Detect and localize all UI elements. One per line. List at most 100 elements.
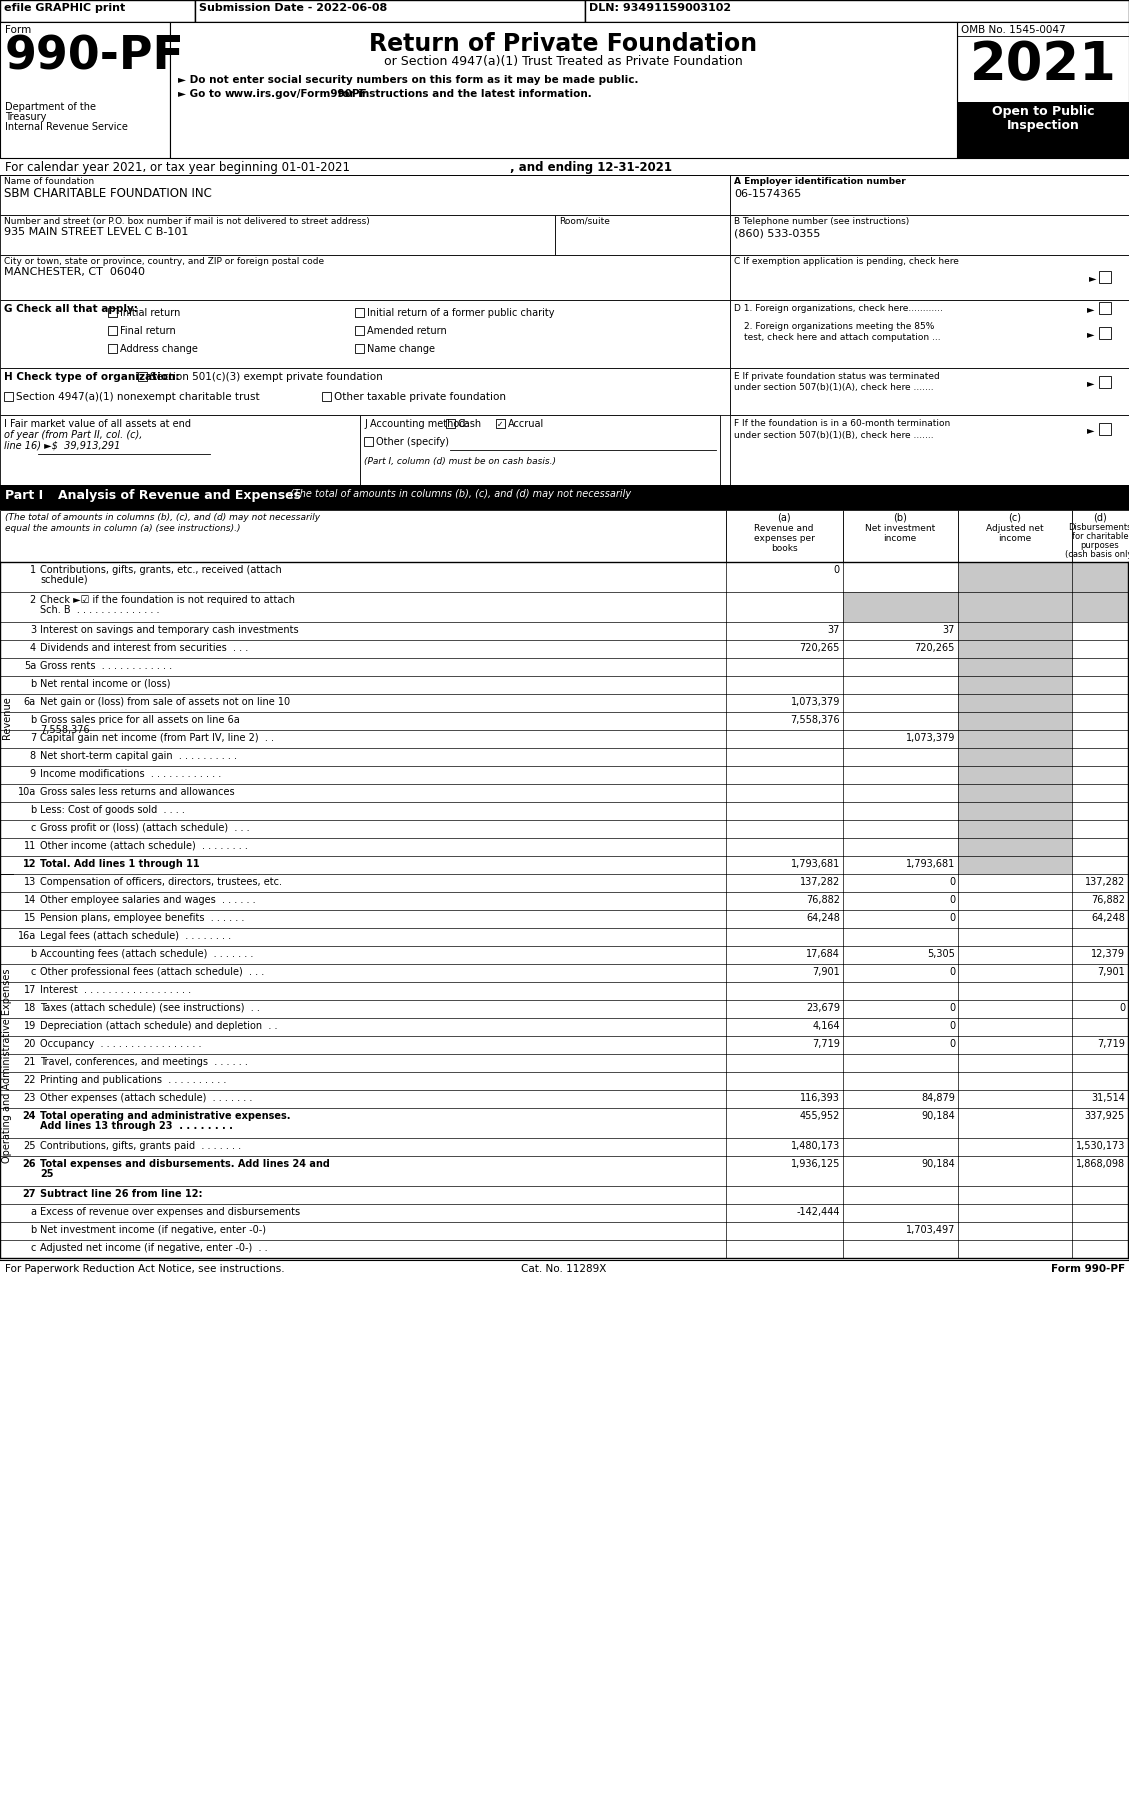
Text: 18: 18 xyxy=(24,1003,36,1012)
Text: Total operating and administrative expenses.: Total operating and administrative expen… xyxy=(40,1111,290,1120)
Bar xyxy=(14,982,1129,1000)
Text: Printing and publications  . . . . . . . . . .: Printing and publications . . . . . . . … xyxy=(40,1075,227,1084)
Text: 13: 13 xyxy=(24,877,36,886)
Text: Pension plans, employee benefits  . . . . . .: Pension plans, employee benefits . . . .… xyxy=(40,913,244,922)
Bar xyxy=(959,838,1073,856)
Text: b: b xyxy=(29,949,36,958)
Text: purposes: purposes xyxy=(1080,541,1119,550)
Bar xyxy=(843,511,959,563)
Bar xyxy=(0,300,730,369)
Bar xyxy=(959,856,1073,874)
Bar xyxy=(108,325,117,334)
Bar xyxy=(0,369,730,415)
Text: 1,073,379: 1,073,379 xyxy=(790,698,840,707)
Bar xyxy=(730,415,1129,485)
Bar xyxy=(959,511,1073,563)
Text: 31,514: 31,514 xyxy=(1091,1093,1124,1102)
Text: schedule): schedule) xyxy=(40,575,88,584)
Text: a: a xyxy=(30,1206,36,1217)
Bar xyxy=(0,874,14,1259)
Bar xyxy=(14,676,1129,694)
Text: b: b xyxy=(29,716,36,725)
Text: of year (from Part II, col. (c),: of year (from Part II, col. (c), xyxy=(5,430,142,441)
Text: Accounting fees (attach schedule)  . . . . . . .: Accounting fees (attach schedule) . . . … xyxy=(40,949,253,958)
Text: Contributions, gifts, grants paid  . . . . . . .: Contributions, gifts, grants paid . . . … xyxy=(40,1142,242,1151)
Text: ►: ► xyxy=(1087,378,1094,388)
Text: 0: 0 xyxy=(948,1039,955,1048)
Text: J Accounting method:: J Accounting method: xyxy=(364,419,469,430)
Text: 1,868,098: 1,868,098 xyxy=(1076,1160,1124,1169)
Text: 0: 0 xyxy=(948,1021,955,1030)
Text: (c): (c) xyxy=(1008,512,1022,523)
Text: Return of Private Foundation: Return of Private Foundation xyxy=(369,32,758,56)
Text: 21: 21 xyxy=(24,1057,36,1066)
Bar xyxy=(730,300,1129,369)
Text: income: income xyxy=(883,534,917,543)
Text: , and ending 12-31-2021: , and ending 12-31-2021 xyxy=(510,162,672,174)
Bar xyxy=(959,802,1073,820)
Bar xyxy=(360,415,720,485)
Text: 1,530,173: 1,530,173 xyxy=(1076,1142,1124,1151)
Text: D 1. Foreign organizations, check here............: D 1. Foreign organizations, check here..… xyxy=(734,304,943,313)
Text: (a): (a) xyxy=(777,512,790,523)
Bar xyxy=(14,784,1129,802)
Bar xyxy=(0,174,730,216)
Bar xyxy=(0,485,1129,511)
Bar xyxy=(14,820,1129,838)
Text: 4: 4 xyxy=(29,644,36,653)
Text: Name change: Name change xyxy=(367,343,435,354)
Text: Net investment income (if negative, enter -0-): Net investment income (if negative, ente… xyxy=(40,1224,266,1235)
Bar xyxy=(959,730,1073,748)
Bar xyxy=(355,325,364,334)
Text: 455,952: 455,952 xyxy=(799,1111,840,1120)
Text: (Part I, column (d) must be on cash basis.): (Part I, column (d) must be on cash basi… xyxy=(364,457,555,466)
Text: 7,719: 7,719 xyxy=(812,1039,840,1048)
Text: Operating and Administrative Expenses: Operating and Administrative Expenses xyxy=(2,969,12,1163)
Bar xyxy=(0,511,726,563)
Bar xyxy=(14,1090,1129,1108)
Text: Legal fees (attach schedule)  . . . . . . . .: Legal fees (attach schedule) . . . . . .… xyxy=(40,931,231,940)
Text: 990-PF: 990-PF xyxy=(5,34,185,79)
Text: Other employee salaries and wages  . . . . . .: Other employee salaries and wages . . . … xyxy=(40,895,255,904)
Text: Analysis of Revenue and Expenses: Analysis of Revenue and Expenses xyxy=(58,489,301,502)
Text: Capital gain net income (from Part IV, line 2)  . .: Capital gain net income (from Part IV, l… xyxy=(40,734,274,743)
Bar xyxy=(0,415,360,485)
Bar xyxy=(959,712,1073,730)
Bar xyxy=(0,0,195,22)
Text: 15: 15 xyxy=(24,913,36,922)
Text: Cat. No. 11289X: Cat. No. 11289X xyxy=(522,1264,606,1275)
Text: Income modifications  . . . . . . . . . . . .: Income modifications . . . . . . . . . .… xyxy=(40,770,221,779)
Text: F If the foundation is in a 60-month termination: F If the foundation is in a 60-month ter… xyxy=(734,419,951,428)
Text: 1,936,125: 1,936,125 xyxy=(790,1160,840,1169)
Text: OMB No. 1545-0047: OMB No. 1545-0047 xyxy=(961,25,1066,34)
Bar xyxy=(1073,511,1129,563)
Bar xyxy=(195,0,585,22)
Text: 0: 0 xyxy=(948,895,955,904)
Bar xyxy=(959,820,1073,838)
Bar xyxy=(14,1108,1129,1138)
Text: www.irs.gov/Form990PF: www.irs.gov/Form990PF xyxy=(225,88,368,99)
Text: 2: 2 xyxy=(29,595,36,604)
Text: (860) 533-0355: (860) 533-0355 xyxy=(734,228,821,239)
Text: 720,265: 720,265 xyxy=(799,644,840,653)
Text: Part I: Part I xyxy=(5,489,43,502)
Text: books: books xyxy=(771,545,797,554)
Text: 11: 11 xyxy=(24,841,36,850)
Bar xyxy=(1099,302,1111,315)
Bar xyxy=(14,712,1129,730)
Text: 1: 1 xyxy=(29,565,36,575)
Text: ►: ► xyxy=(1087,329,1094,340)
Text: C If exemption application is pending, check here: C If exemption application is pending, c… xyxy=(734,257,959,266)
Text: Number and street (or P.O. box number if mail is not delivered to street address: Number and street (or P.O. box number if… xyxy=(5,218,370,227)
Text: efile GRAPHIC print: efile GRAPHIC print xyxy=(5,4,125,13)
Text: Open to Public: Open to Public xyxy=(991,104,1094,119)
Text: for charitable: for charitable xyxy=(1071,532,1128,541)
Text: Gross sales less returns and allowances: Gross sales less returns and allowances xyxy=(40,788,235,797)
Bar xyxy=(355,307,364,316)
Text: b: b xyxy=(29,680,36,689)
Text: H Check type of organization:: H Check type of organization: xyxy=(5,372,180,381)
Text: equal the amounts in column (a) (see instructions).): equal the amounts in column (a) (see ins… xyxy=(5,523,240,532)
Text: Initial return: Initial return xyxy=(120,307,181,318)
Bar xyxy=(959,622,1073,640)
Text: Name of foundation: Name of foundation xyxy=(5,176,94,185)
